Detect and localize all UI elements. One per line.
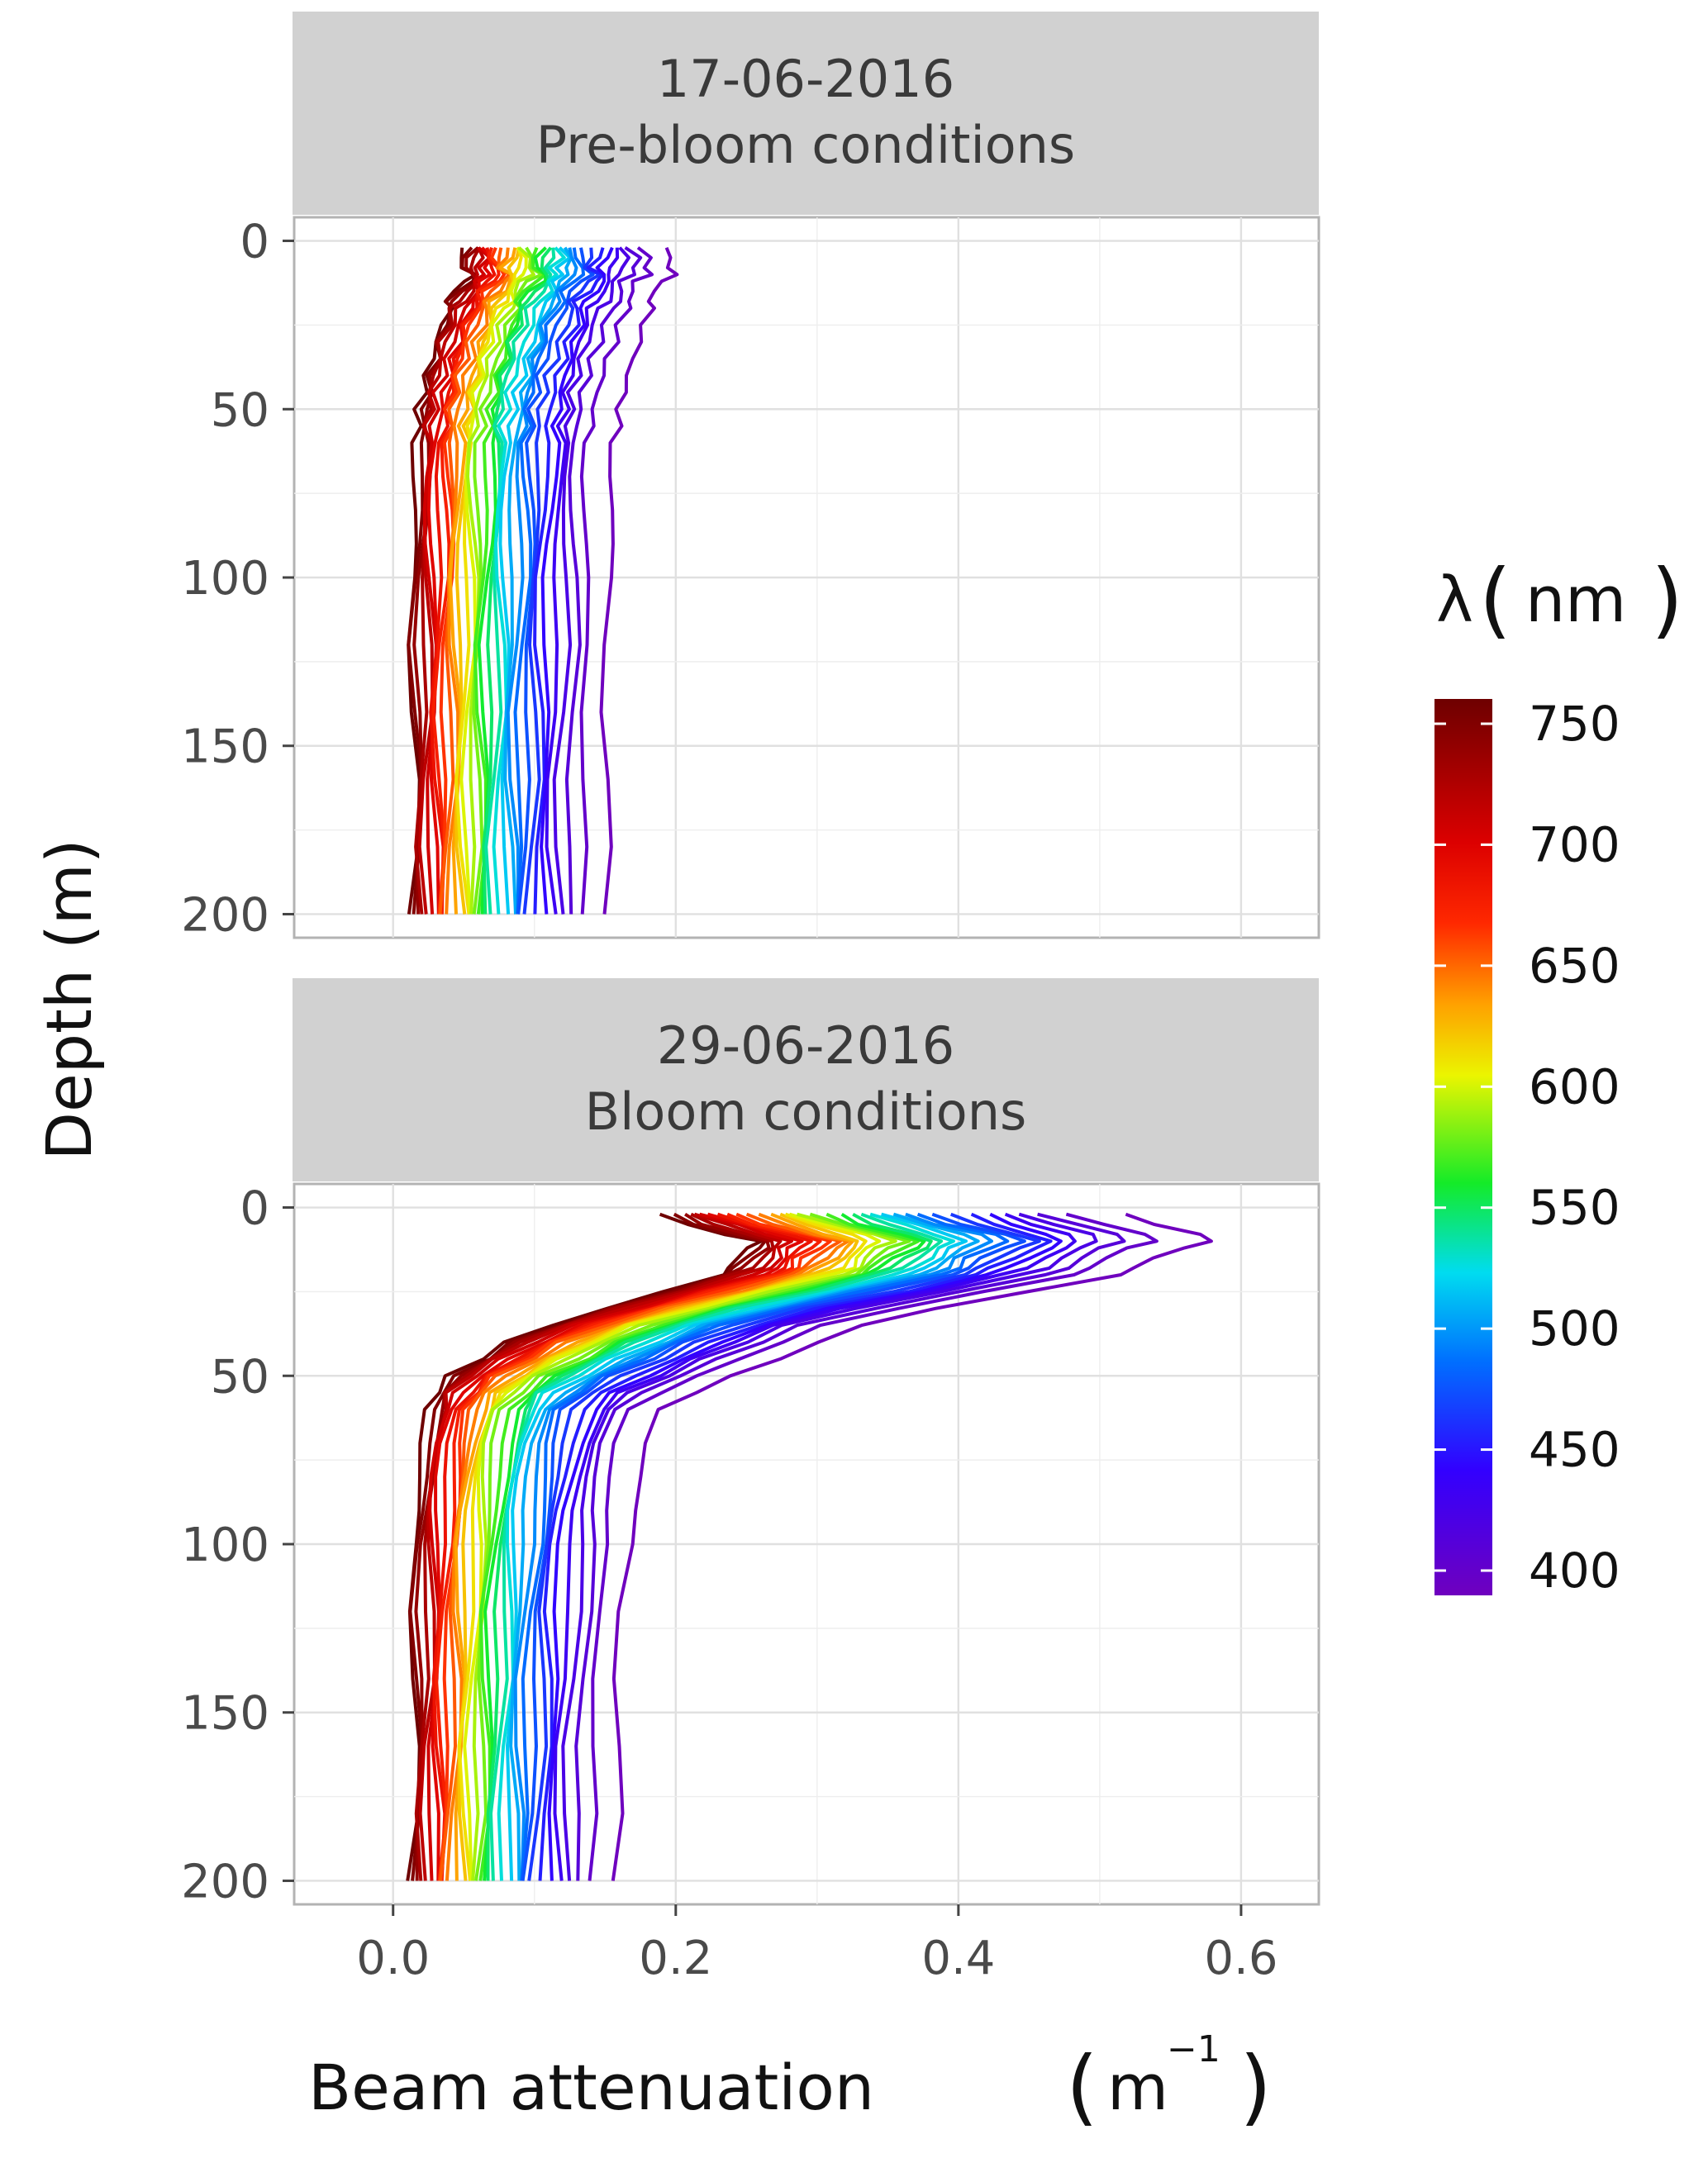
strip-header (293, 978, 1319, 1181)
series-line-450nm (540, 246, 614, 915)
series-line-460nm (533, 247, 605, 915)
series-line-480nm (521, 1212, 1026, 1881)
series-line-630nm (454, 1212, 854, 1881)
colorbar-label: 750 (1529, 696, 1620, 752)
x-axis-title: Beam attenuation ( m −1 ) (308, 2028, 1272, 2135)
series-line-680nm (431, 1212, 813, 1881)
series-line-610nm (457, 1212, 868, 1881)
colorbar-label: 450 (1529, 1422, 1620, 1478)
legend-title: λ ( nm ) (1436, 551, 1683, 648)
x-tick-label: 0.6 (1204, 1932, 1277, 1985)
series-line-570nm (478, 1212, 921, 1881)
y-tick-label: 50 (211, 383, 269, 437)
y-tick-label: 200 (181, 888, 269, 942)
series-line-500nm (506, 247, 578, 915)
series-line-640nm (445, 247, 514, 915)
x-unit-exponent: −1 (1167, 2028, 1220, 2070)
series-line-660nm (437, 1212, 832, 1881)
series-line-520nm (498, 246, 572, 915)
y-axis: 0 50 100 150 200 (181, 1182, 294, 1908)
y-tick-label: 50 (211, 1350, 269, 1404)
legend-title-close-paren: ) (1651, 551, 1683, 648)
y-tick-label: 0 (240, 1182, 269, 1236)
x-unit-open-paren: ( (1066, 2038, 1098, 2135)
series-line-520nm (506, 1212, 968, 1881)
colorbar-label: 600 (1529, 1058, 1620, 1115)
series-line-430nm (552, 246, 630, 915)
colorbar-label: 500 (1529, 1300, 1620, 1357)
strip-date: 29-06-2016 (657, 1015, 954, 1076)
strip-subtitle: Pre-bloom conditions (536, 115, 1075, 175)
series-line-470nm (527, 1212, 1041, 1881)
series-line-640nm (445, 1212, 850, 1881)
y-axis-title: Depth (m) (32, 839, 106, 1161)
series-line-460nm (538, 1212, 1053, 1881)
x-axis-title-text: Beam attenuation (308, 2051, 874, 2124)
x-unit-close-paren: ) (1239, 2038, 1272, 2135)
series-line-420nm (574, 1212, 1126, 1881)
series-line-490nm (520, 1212, 1010, 1881)
y-tick-label: 0 (240, 216, 269, 269)
strip-subtitle: Bloom conditions (585, 1081, 1027, 1142)
series-line-400nm (599, 246, 679, 915)
x-unit-base: m (1107, 2051, 1168, 2124)
y-tick-label: 200 (181, 1855, 269, 1908)
series-line-490nm (513, 247, 586, 915)
y-tick-label: 150 (181, 1687, 269, 1741)
colorbar-label: 650 (1529, 938, 1620, 994)
series-line-400nm (611, 1212, 1213, 1881)
legend-title-open-paren: ( (1479, 551, 1511, 648)
series-line-620nm (457, 1212, 859, 1881)
series-line-570nm (473, 246, 547, 915)
x-tick-label: 0.2 (639, 1932, 712, 1985)
series-line-540nm (489, 1212, 944, 1881)
series-line-410nm (588, 1212, 1158, 1881)
series-line-410nm (579, 246, 654, 915)
strip-header (293, 12, 1319, 215)
x-axis: 0.0 0.2 0.4 0.6 (356, 1904, 1277, 1985)
series-line-440nm (553, 1212, 1077, 1881)
series-line-510nm (509, 1212, 980, 1881)
panel-pre-bloom: 17-06-2016 Pre-bloom conditions 0 50 100 15… (181, 12, 1320, 942)
series-line-450nm (547, 1212, 1063, 1881)
series-line-530nm (492, 246, 566, 915)
series-line-480nm (516, 247, 595, 915)
series-line-670nm (431, 247, 501, 915)
series-line-650nm (439, 1212, 842, 1881)
y-tick-label: 100 (181, 1519, 269, 1572)
colorbar-label: 400 (1529, 1542, 1620, 1599)
series-line-670nm (435, 1212, 822, 1881)
series-line-440nm (545, 247, 620, 915)
series-line-420nm (564, 246, 643, 915)
series-line-680nm (429, 247, 497, 915)
series-group (407, 246, 679, 915)
series-line-510nm (503, 246, 573, 915)
series-group (406, 1212, 1213, 1881)
legend-title-symbol: λ (1436, 563, 1473, 636)
series-line-660nm (437, 246, 507, 915)
y-tick-label: 100 (181, 552, 269, 606)
series-line-500nm (513, 1212, 993, 1881)
colorbar-label: 550 (1529, 1180, 1620, 1236)
strip-date: 17-06-2016 (657, 49, 954, 109)
grid (294, 1184, 1319, 1904)
legend: λ ( nm ) 750 700 650 600 550 500 450 400 (1434, 551, 1683, 1599)
colorbar (1434, 699, 1492, 1595)
x-tick-label: 0.0 (356, 1932, 430, 1985)
series-line-430nm (561, 1212, 1098, 1881)
colorbar-label: 700 (1529, 816, 1620, 872)
y-tick-label: 150 (181, 720, 269, 774)
series-line-530nm (497, 1212, 955, 1881)
x-tick-label: 0.4 (921, 1932, 995, 1985)
y-axis: 0 50 100 150 200 (181, 216, 294, 942)
colorbar-ticks: 750 700 650 600 550 500 450 400 (1434, 696, 1620, 1599)
series-line-470nm (522, 247, 602, 915)
series-line-710nm (418, 1212, 783, 1881)
panel-bloom: 29-06-2016 Bloom conditions 0 50 100 150 200 (181, 978, 1320, 1908)
series-line-650nm (438, 247, 511, 915)
legend-title-unit: nm (1525, 563, 1626, 636)
